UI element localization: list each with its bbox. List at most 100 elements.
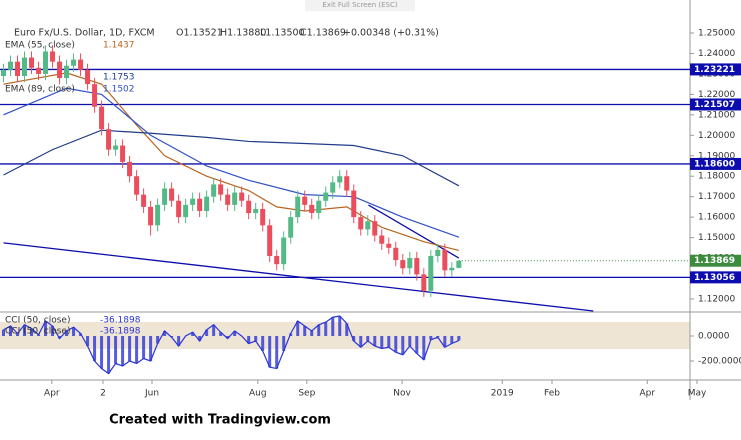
candle-body bbox=[36, 67, 42, 74]
cci-tick-label: -200.0000 bbox=[698, 357, 741, 367]
candle-body bbox=[92, 84, 98, 107]
candle-body bbox=[435, 249, 441, 256]
cci-name: CCI (50, close) bbox=[5, 316, 70, 326]
candle-body bbox=[246, 200, 252, 214]
candle-body bbox=[43, 51, 49, 74]
candle-body bbox=[344, 176, 350, 191]
candle-body bbox=[85, 69, 91, 85]
level-label: 1.13056 bbox=[694, 273, 735, 283]
ohlc-change: +0.00348 (+0.31%) bbox=[343, 28, 439, 39]
candle-body bbox=[29, 57, 35, 68]
exit-button[interactable] bbox=[305, 0, 415, 11]
candle-body bbox=[407, 258, 413, 269]
candle-body bbox=[379, 235, 385, 244]
candle-body bbox=[386, 243, 392, 248]
x-tick-label: 2019 bbox=[491, 389, 514, 399]
y-tick-label: 1.18000 bbox=[698, 172, 735, 182]
last-price-label: 1.13869 bbox=[694, 256, 735, 266]
candle-body bbox=[176, 200, 182, 218]
candle-body bbox=[400, 260, 406, 269]
ohlc-open: O1.13521 bbox=[176, 28, 223, 39]
candle-body bbox=[99, 106, 105, 130]
y-tick-label: 1.24000 bbox=[698, 49, 735, 59]
candle-body bbox=[414, 258, 420, 275]
indicator-value: 1.1753 bbox=[103, 73, 135, 83]
candle-body bbox=[442, 249, 448, 271]
x-tick-label: Feb bbox=[544, 389, 560, 399]
y-tick-label: 1.20000 bbox=[698, 131, 735, 141]
candle-body bbox=[64, 65, 70, 79]
candle-body bbox=[260, 208, 266, 226]
ohlc-close: C1.13869 bbox=[300, 28, 346, 39]
trendline bbox=[368, 204, 460, 259]
candle-body bbox=[127, 161, 133, 177]
ema-line bbox=[3, 72, 459, 252]
candle-body bbox=[323, 192, 329, 201]
candle-body bbox=[421, 274, 427, 291]
cci-line bbox=[3, 315, 460, 375]
footer: Created with Tradingview.com bbox=[109, 413, 331, 428]
level-label-box bbox=[690, 157, 741, 170]
cci-name: CCI (50, close) bbox=[5, 327, 70, 337]
y-tick-label: 1.12000 bbox=[698, 294, 735, 304]
candle-body bbox=[218, 184, 224, 195]
candle-body bbox=[141, 194, 147, 207]
candle-body bbox=[211, 184, 217, 197]
candle-body bbox=[8, 61, 14, 70]
x-tick-label: May bbox=[688, 389, 707, 399]
candle-body bbox=[456, 260, 462, 268]
candle-body bbox=[197, 198, 203, 211]
trendline bbox=[3, 242, 594, 312]
candle-body bbox=[309, 204, 315, 214]
candle-body bbox=[449, 267, 455, 271]
candle-body bbox=[15, 61, 21, 76]
candle-body bbox=[365, 221, 371, 230]
candle-body bbox=[288, 217, 294, 238]
candle-body bbox=[78, 59, 84, 70]
level-label-box bbox=[690, 271, 741, 284]
symbol-title: Euro Fx/U.S. Dollar, 1D, FXCM bbox=[14, 28, 155, 39]
candle-body bbox=[113, 145, 119, 150]
exit-fullscreen[interactable]: Exit Full Screen (ESC) bbox=[322, 1, 397, 9]
level-label: 1.21507 bbox=[694, 100, 735, 110]
x-tick-label: Aug bbox=[249, 389, 267, 399]
y-tick-label: 1.19000 bbox=[698, 151, 735, 161]
candle-body bbox=[428, 255, 434, 291]
level-label-box bbox=[690, 63, 741, 76]
candle-body bbox=[372, 221, 378, 236]
level-label: 1.18600 bbox=[694, 159, 735, 169]
plot bbox=[0, 32, 698, 384]
candle-body bbox=[183, 204, 189, 218]
indicator-name: EMA (89, close) bbox=[5, 85, 75, 95]
candle-body bbox=[358, 217, 364, 230]
x-tick-label: Apr bbox=[639, 389, 655, 399]
candle-body bbox=[281, 237, 287, 265]
y-tick-label: 1.22000 bbox=[698, 90, 735, 100]
candle-body bbox=[393, 247, 399, 261]
candle-body bbox=[302, 196, 308, 205]
candle-body bbox=[155, 204, 161, 226]
candle-body bbox=[274, 255, 280, 265]
ohlc-low: L1.13500 bbox=[260, 28, 305, 39]
cci-value: -36.1898 bbox=[100, 327, 141, 337]
level-label: 1.23221 bbox=[694, 65, 735, 75]
candle-body bbox=[50, 51, 56, 62]
candle-body bbox=[239, 192, 245, 201]
candle-body bbox=[316, 200, 322, 214]
cci-tick-label: 0.0000 bbox=[698, 332, 730, 342]
x-tick-label: Apr bbox=[44, 389, 60, 399]
x-tick-label: Sep bbox=[298, 389, 315, 399]
x-tick-label: Jun bbox=[144, 389, 159, 399]
candle-body bbox=[232, 192, 238, 205]
last-price-box bbox=[690, 254, 741, 267]
ema-line bbox=[3, 129, 460, 187]
x-tick-label: 2 bbox=[100, 389, 106, 399]
candle-body bbox=[204, 196, 210, 211]
x-tick-label: Nov bbox=[393, 389, 411, 399]
candle-body bbox=[190, 198, 196, 205]
indicator-value: 1.1437 bbox=[103, 41, 135, 51]
candle-body bbox=[337, 176, 343, 183]
candle-body bbox=[351, 190, 357, 218]
